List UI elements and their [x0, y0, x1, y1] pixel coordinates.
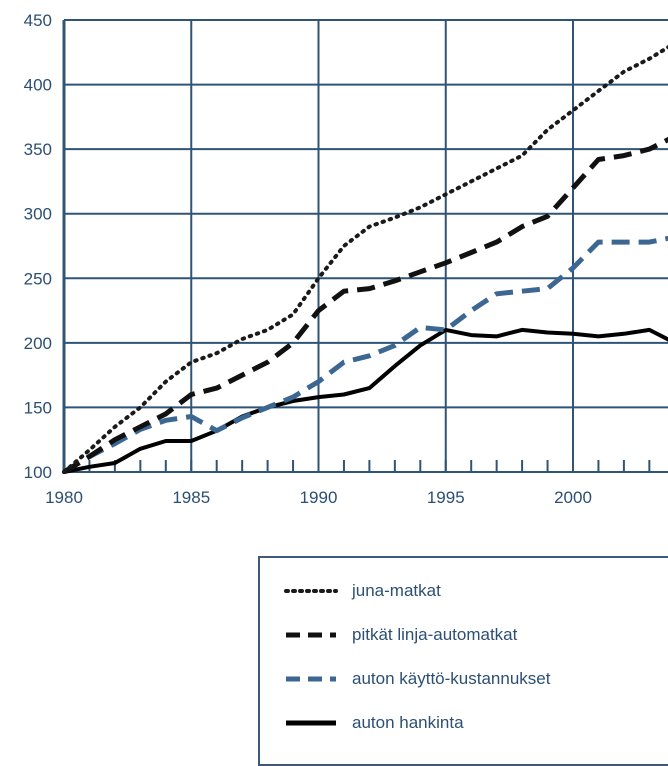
legend-label: pitkät linja-automatkat	[352, 625, 518, 644]
legend-swatch-solid	[286, 720, 336, 726]
y-tick-label: 350	[24, 140, 52, 159]
x-tick-label: 1985	[172, 488, 210, 507]
y-tick-label: 300	[24, 205, 52, 224]
series-line-auton-k-ytt-kustannukset	[62, 235, 668, 475]
legend-label: auton käyttö-kustannukset	[352, 669, 551, 688]
y-tick-label: 150	[24, 398, 52, 417]
legend-item-linja-auto: pitkät linja-automatkat	[284, 622, 517, 648]
legend-label: auton hankinta	[352, 713, 464, 732]
grid	[62, 19, 668, 473]
y-tick-label: 400	[24, 76, 52, 95]
x-tick-label: 2000	[554, 488, 592, 507]
x-tick-label: 1995	[427, 488, 465, 507]
legend-swatch-dotted	[284, 589, 338, 593]
x-axis-labels: 1980 1985 1990 1995 2000	[45, 488, 592, 507]
legend-swatch-dashed-black	[286, 632, 336, 638]
x-tick-label: 1980	[45, 488, 83, 507]
y-tick-label: 450	[24, 11, 52, 30]
y-axis-labels: 100 150 200 250 300 350 400 450	[24, 11, 52, 482]
legend-item-auton-kaytto: auton käyttö-kustannukset	[284, 666, 550, 692]
legend-item-auton-hankinta: auton hankinta	[284, 710, 464, 736]
legend-label: juna-matkat	[352, 581, 441, 600]
y-tick-label: 100	[24, 463, 52, 482]
series-line-juna-matkat	[62, 45, 668, 474]
series-line-pitk-t-linja-automatkat	[62, 136, 668, 475]
y-tick-label: 200	[24, 334, 52, 353]
series-line-auton-hankinta	[62, 327, 668, 474]
y-tick-label: 250	[24, 269, 52, 288]
legend: juna-matkat pitkät linja-automatkat auto…	[258, 556, 668, 766]
series-lines	[62, 45, 668, 475]
x-minor-ticks	[63, 460, 651, 472]
legend-item-juna-matkat: juna-matkat	[284, 578, 441, 604]
x-tick-label: 1990	[300, 488, 338, 507]
legend-swatch-dashed-blue	[286, 676, 336, 682]
